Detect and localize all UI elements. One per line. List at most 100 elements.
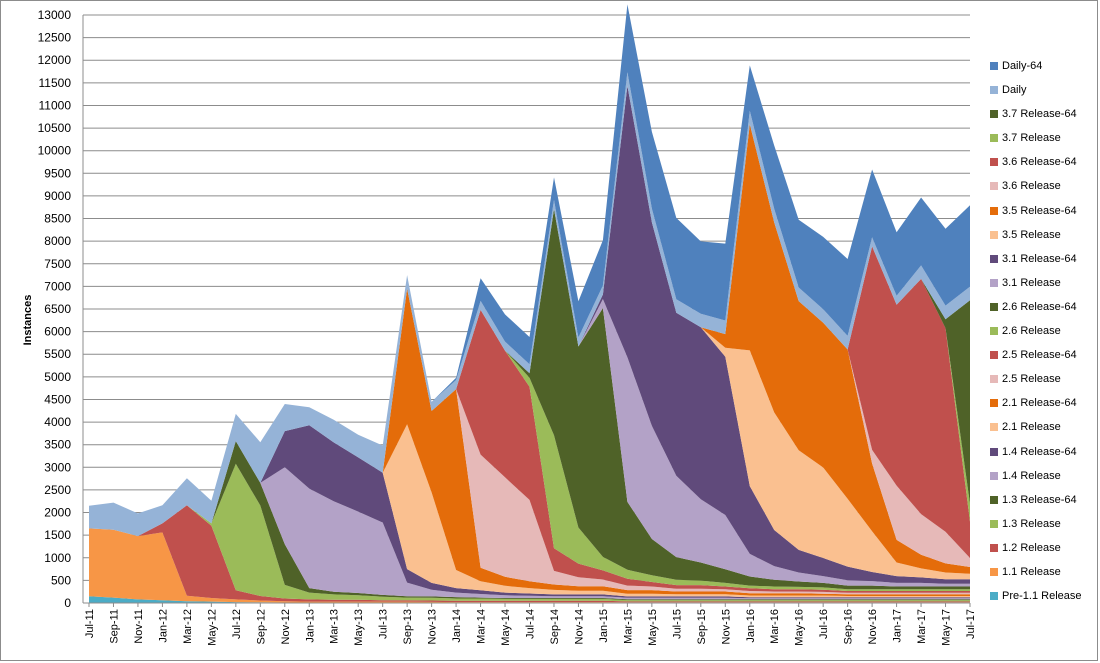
area-series bbox=[89, 4, 970, 603]
legend-label: Daily-64 bbox=[1002, 60, 1043, 72]
legend-swatch bbox=[990, 278, 998, 287]
legend-item-3-7-release-64: 3.7 Release-64 bbox=[986, 105, 1098, 129]
legend-item-2-6-release: 2.6 Release bbox=[986, 322, 1098, 346]
legend-swatch bbox=[990, 206, 998, 215]
x-tick-labels: Jul-11 Sep-11 Nov-11 Jan-12 Mar-12 May-12 Jul-… bbox=[84, 603, 977, 646]
legend-item-3-6-release: 3.6 Release bbox=[986, 177, 1098, 201]
legend-label: 1.2 Release bbox=[1002, 541, 1061, 554]
legend-swatch bbox=[990, 351, 998, 360]
y-tick-label-2500: 2500 bbox=[44, 483, 71, 497]
legend-label: 2.5 Release bbox=[1002, 373, 1061, 386]
x-tick-label-Jul-16: Jul-16 bbox=[818, 609, 830, 639]
x-tick-label-Mar-13: Mar-13 bbox=[329, 609, 341, 644]
legend-swatch bbox=[990, 423, 998, 432]
x-tick-label-Mar-12: Mar-12 bbox=[182, 609, 194, 644]
area-2-5-release bbox=[89, 288, 970, 595]
x-tick-label-May-12: May-12 bbox=[206, 609, 218, 646]
x-tick-label-Nov-11: Nov-11 bbox=[133, 609, 145, 644]
y-tick-label-3000: 3000 bbox=[44, 460, 71, 474]
y-tick-label-2000: 2000 bbox=[44, 506, 71, 520]
area-daily-64 bbox=[89, 4, 970, 514]
y-tick-label-1000: 1000 bbox=[44, 551, 71, 565]
area-1-1-release bbox=[89, 528, 970, 603]
x-tick-label-Sep-15: Sep-15 bbox=[696, 609, 708, 644]
x-tick-label-Mar-14: Mar-14 bbox=[476, 609, 488, 644]
legend-label: 3.7 Release-64 bbox=[1002, 108, 1077, 121]
x-tick-label-Jul-15: Jul-15 bbox=[671, 609, 683, 639]
area-daily bbox=[89, 72, 970, 537]
legend-swatch bbox=[990, 567, 998, 576]
legend-label: 3.6 Release bbox=[1002, 180, 1061, 193]
legend-item-3-5-release-64: 3.5 Release-64 bbox=[986, 202, 1098, 226]
legend-label: 2.1 Release bbox=[1002, 421, 1061, 434]
x-tick-label-May-15: May-15 bbox=[647, 609, 659, 646]
legend-item-daily-64: Daily-64 bbox=[986, 57, 1098, 81]
y-tick-label-13000: 13000 bbox=[38, 8, 72, 22]
y-tick-label-500: 500 bbox=[51, 573, 71, 587]
legend-item-1-2-release: 1.2 Release bbox=[986, 539, 1098, 563]
legend-label: 2.5 Release-64 bbox=[1002, 349, 1077, 362]
x-tick-label-Mar-16: Mar-16 bbox=[769, 609, 781, 644]
area-1-3-release-64 bbox=[89, 441, 970, 601]
legend-item-2-1-release-64: 2.1 Release-64 bbox=[986, 394, 1098, 418]
x-tick-label-May-13: May-13 bbox=[353, 609, 365, 646]
legend-swatch bbox=[990, 158, 998, 167]
legend-item-1-3-release: 1.3 Release bbox=[986, 515, 1098, 539]
legend-label: 2.6 Release bbox=[1002, 325, 1061, 338]
legend-label: 3.5 Release bbox=[1002, 228, 1061, 241]
x-tick-label-Nov-15: Nov-15 bbox=[720, 609, 732, 644]
legend-item-1-4-release-64: 1.4 Release-64 bbox=[986, 443, 1098, 467]
x-tick-label-Jan-13: Jan-13 bbox=[304, 609, 316, 643]
legend-item-3-7-release: 3.7 Release bbox=[986, 129, 1098, 153]
x-tick-label-Nov-16: Nov-16 bbox=[867, 609, 879, 644]
area-1-2-release bbox=[89, 505, 970, 603]
legend: Daily-64 Daily 3.7 Release-64 3.7 Release 3.… bbox=[986, 57, 1098, 611]
y-tick-label-11000: 11000 bbox=[39, 98, 72, 112]
x-tick-label-Jul-13: Jul-13 bbox=[378, 609, 390, 639]
legend-swatch bbox=[990, 134, 998, 143]
x-tick-label-Mar-17: Mar-17 bbox=[916, 609, 928, 644]
legend-item-3-6-release-64: 3.6 Release-64 bbox=[986, 153, 1098, 177]
y-tick-label-6000: 6000 bbox=[44, 325, 71, 339]
x-tick-label-May-16: May-16 bbox=[794, 609, 806, 646]
y-tick-label-4000: 4000 bbox=[44, 415, 71, 429]
legend-label: 3.1 Release-64 bbox=[1002, 252, 1077, 265]
y-tick-labels: 0 500 1000 1500 2000 2500 3000 3500 4000 4500 5000… bbox=[38, 8, 72, 610]
x-tick-label-May-14: May-14 bbox=[500, 609, 512, 646]
x-tick-label-Sep-12: Sep-12 bbox=[255, 609, 267, 644]
legend-swatch bbox=[990, 327, 998, 336]
y-tick-label-6500: 6500 bbox=[44, 302, 71, 316]
y-tick-label-7000: 7000 bbox=[44, 279, 71, 293]
legend-swatch bbox=[990, 519, 998, 528]
legend-item-3-1-release: 3.1 Release bbox=[986, 274, 1098, 298]
legend-item-1-1-release: 1.1 Release bbox=[986, 563, 1098, 587]
x-tick-label-Jan-16: Jan-16 bbox=[745, 609, 757, 643]
legend-swatch bbox=[990, 182, 998, 191]
legend-swatch bbox=[990, 495, 998, 504]
legend-swatch bbox=[990, 230, 998, 239]
legend-swatch bbox=[990, 302, 998, 311]
legend-item-1-4-release: 1.4 Release bbox=[986, 467, 1098, 491]
x-tick-label-Jul-11: Jul-11 bbox=[84, 609, 96, 638]
legend-item-1-3-release-64: 1.3 Release-64 bbox=[986, 491, 1098, 515]
x-tick-label-Jan-12: Jan-12 bbox=[157, 609, 169, 643]
x-tick-label-Nov-13: Nov-13 bbox=[427, 609, 439, 644]
area-3-5-release bbox=[89, 85, 970, 580]
legend-label: Daily bbox=[1002, 84, 1027, 97]
x-tick-label-Jan-17: Jan-17 bbox=[892, 609, 904, 643]
y-tick-label-0: 0 bbox=[64, 596, 71, 610]
y-tick-label-1500: 1500 bbox=[44, 528, 71, 542]
legend-label: 1.4 Release bbox=[1002, 469, 1061, 482]
y-tick-label-5000: 5000 bbox=[44, 370, 71, 384]
legend-swatch bbox=[990, 543, 998, 552]
legend-label: 1.4 Release-64 bbox=[1002, 445, 1077, 458]
legend-swatch bbox=[990, 86, 998, 95]
legend-item-pre-1-1-release: Pre-1.1 Release bbox=[986, 587, 1098, 611]
legend-label: 3.5 Release-64 bbox=[1002, 204, 1077, 217]
y-tick-label-3500: 3500 bbox=[44, 438, 71, 452]
legend-item-daily: Daily bbox=[986, 81, 1098, 105]
y-tick-label-10500: 10500 bbox=[38, 121, 72, 135]
legend-swatch bbox=[990, 110, 998, 119]
area-pre-1-1-release bbox=[89, 596, 970, 603]
